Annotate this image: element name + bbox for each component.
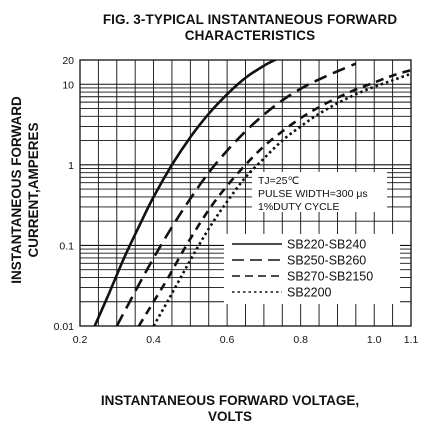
x-tick-label: 0.4 (146, 334, 161, 346)
curve-sb220-sb240 (93, 60, 279, 326)
x-tick-label: 0.2 (73, 334, 88, 346)
legend-label: SB2200 (287, 286, 332, 300)
legend-background (224, 234, 400, 304)
x-axis-label-line-1: INSTANTANEOUS FORWARD VOLTAGE, (100, 393, 360, 408)
y-tick-label: 0.1 (59, 240, 74, 252)
y-tick-label: 20 (62, 55, 74, 67)
y-tick-label: 0.01 (54, 321, 75, 333)
note-background (252, 172, 387, 212)
x-tick-label: 0.6 (220, 334, 235, 346)
chart-title-line-2: CHARACTERISTICS (184, 28, 316, 43)
x-tick-label: 1.1 (404, 334, 419, 346)
note-line: TJ=25℃ (258, 175, 299, 187)
legend-label: SB220-SB240 (287, 238, 366, 252)
legend-label: SB250-SB260 (287, 254, 366, 268)
y-tick-label: 10 (62, 79, 74, 91)
legend: SB220-SB240 SB250-SB260 SB270-SB2150 SB2200 (224, 234, 400, 304)
chart-title: FIG. 3-TYPICAL INSTANTANEOUS FORWARD CHA… (60, 12, 440, 44)
x-tick-label: 0.8 (293, 334, 308, 346)
chart-title-line-1: FIG. 3-TYPICAL INSTANTANEOUS FORWARD (102, 12, 398, 27)
tick-labels: 0.2 0.4 0.6 0.8 1.0 1.1 0.01 0.1 1 10 20 (54, 55, 419, 346)
note-line: PULSE WIDTH=300 μs (258, 188, 368, 200)
curve-sb250-sb260 (115, 62, 357, 326)
x-axis-label-line-2: VOLTS (207, 409, 252, 424)
x-tick-label: 1.0 (367, 334, 382, 346)
x-axis-label: INSTANTANEOUS FORWARD VOLTAGE, VOLTS (40, 393, 420, 425)
legend-label: SB270-SB2150 (287, 270, 373, 284)
plot-curves (93, 60, 411, 326)
note-line: 1%DUTY CYCLE (258, 201, 340, 213)
y-tick-label: 1 (68, 160, 74, 172)
plot-frame (79, 59, 412, 327)
